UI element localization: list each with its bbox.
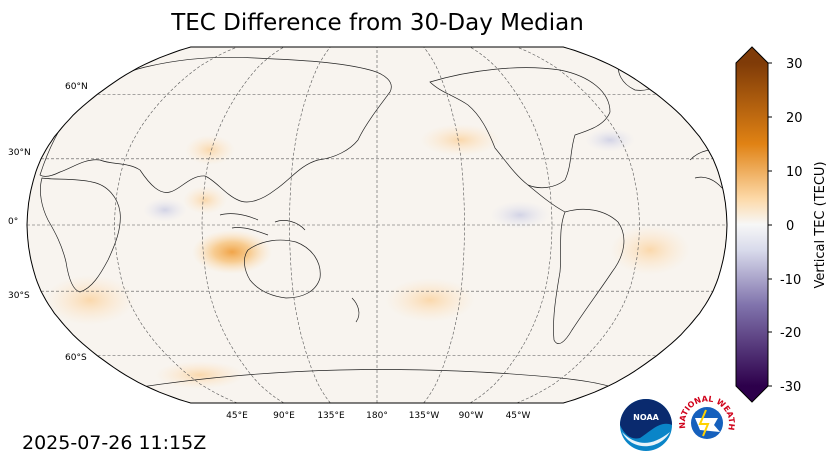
meridian-line: [289, 46, 331, 404]
lat-label-0: 0°: [8, 217, 18, 227]
lat-label-30n: 30°N: [8, 148, 31, 158]
colorbar-tick-neg30: -30: [780, 380, 801, 395]
globe: [26, 46, 728, 404]
anomaly-positive-southindian: [45, 275, 135, 325]
lat-label-30s: 30°S: [8, 291, 30, 301]
coast-south-america: [553, 208, 625, 344]
colorbar-ticks: [768, 62, 772, 387]
lon-label-45w: 45°W: [506, 411, 531, 421]
colorbar-tick-neg10: -10: [780, 273, 801, 288]
lon-label-45e: 45°E: [226, 411, 248, 421]
noaa-logo: NOAA: [620, 399, 672, 451]
coast-africa: [40, 177, 121, 293]
colorbar-tick-10: 10: [786, 165, 803, 180]
meridian-line: [423, 46, 465, 404]
colorbar-tick-neg20: -20: [780, 326, 801, 341]
colorbar-extend-top: [736, 47, 768, 63]
chart-title: TEC Difference from 30-Day Median: [171, 10, 584, 36]
coast-north-america: [429, 67, 611, 189]
coastlines: [39, 56, 723, 396]
colorbar-label: Vertical TEC (TECU): [813, 161, 828, 288]
anomaly-positive-southern-ocean: [155, 361, 245, 389]
anomaly-positive-southpacific: [385, 278, 475, 322]
anomaly-negative-pacific: [490, 201, 550, 229]
colorbar-tick-30: 30: [786, 57, 803, 72]
lon-label-135w: 135°W: [409, 411, 440, 421]
noaa-logo-text: NOAA: [633, 413, 659, 422]
lon-label-180: 180°: [366, 411, 388, 421]
map-outline: [26, 46, 728, 404]
graticule: [27, 46, 727, 404]
colorbar-tick-20: 20: [786, 111, 803, 126]
coast-antarctica: [109, 369, 631, 396]
colorbar: 30 20 10 0 -10 -20 -30 Vertical TEC (TEC…: [735, 46, 828, 403]
colorbar-body: [736, 63, 768, 386]
colorbar-tick-0: 0: [786, 219, 794, 234]
coast-indonesia: [219, 213, 306, 236]
meridian-line: [469, 46, 553, 404]
lat-label-60s: 60°S: [65, 353, 87, 363]
anomaly-positive-indonesia: [183, 186, 227, 214]
anomaly-negative-indian: [143, 198, 187, 222]
anomaly-field: [45, 124, 690, 389]
lon-label-90e: 90°E: [273, 411, 295, 421]
meridian-line: [516, 46, 640, 404]
colorbar-extend-bottom: [736, 386, 768, 402]
coast-central-america: [527, 184, 566, 213]
coast-newzealand: [351, 297, 360, 323]
lon-label-135e: 135°E: [317, 411, 345, 421]
coast-australia: [244, 239, 321, 299]
anomaly-positive-southatlantic: [610, 225, 690, 275]
coast-eurasia: [39, 56, 392, 203]
anomaly-positive-asia: [185, 135, 235, 165]
timestamp: 2025-07-26 11:15Z: [22, 432, 207, 454]
meridian-line: [201, 46, 285, 404]
lat-label-60n: 60°N: [65, 82, 88, 92]
anomaly-positive-strong: [192, 230, 272, 274]
meridian-line: [114, 46, 238, 404]
anomaly-positive-northpacific: [420, 124, 500, 156]
anomaly-negative-atlantic: [585, 128, 635, 152]
lon-label-90w: 90°W: [459, 411, 484, 421]
